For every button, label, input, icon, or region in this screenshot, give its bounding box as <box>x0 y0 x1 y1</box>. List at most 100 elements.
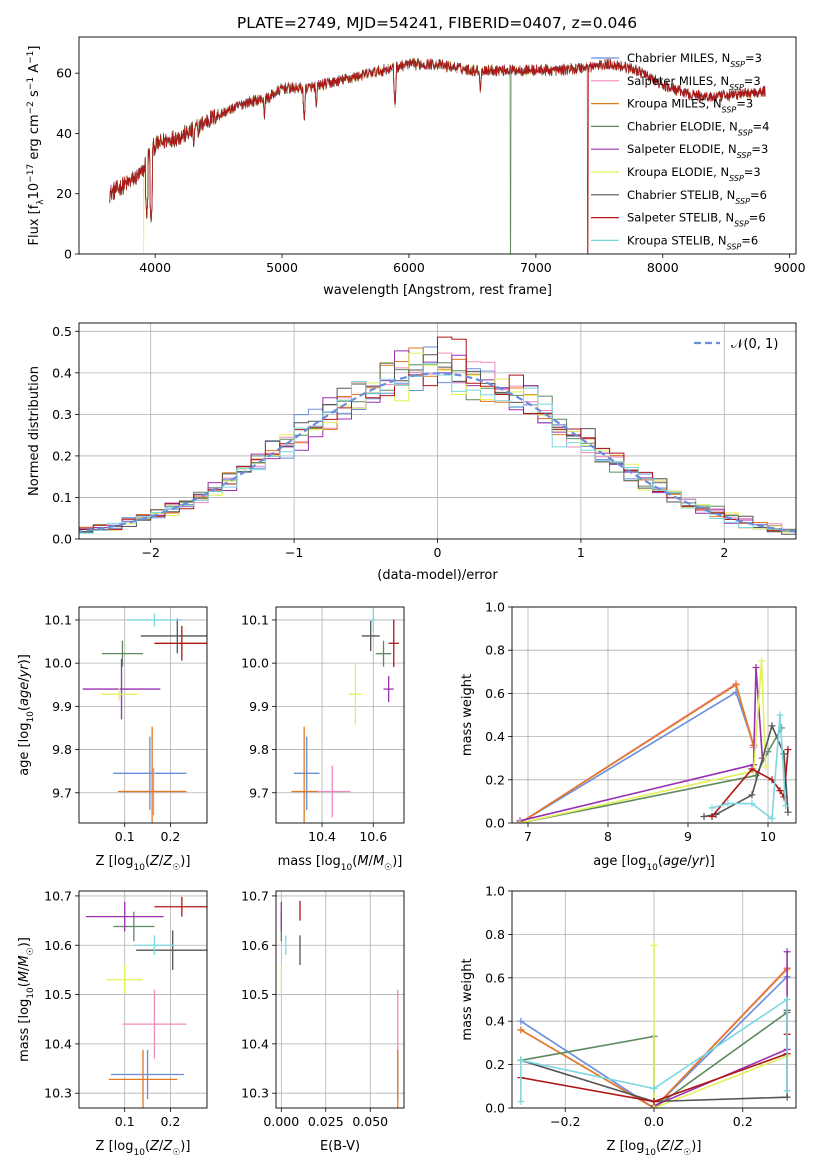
legend-label: Chabrier ELODIE, N <box>627 119 738 133</box>
legend-post: =6 <box>749 211 766 225</box>
weight-line-kroupa-elodie <box>653 945 788 1108</box>
label-part: Z [log <box>96 854 134 869</box>
weight-marker <box>784 746 792 754</box>
label-part: 10 <box>646 863 658 873</box>
y-tick-label: 9.8 <box>249 742 269 757</box>
legend-sub: SSP <box>738 128 753 137</box>
weight-marker <box>748 800 756 808</box>
y-tick-label: 9.7 <box>52 785 72 800</box>
label-part: 10 <box>27 183 42 200</box>
y-tick-label: 0.8 <box>485 643 505 658</box>
errorbar-salpeter-stelib <box>154 896 207 917</box>
plot-area-spectrum <box>109 57 766 254</box>
axes-frame-mass-vs-Z: 0.1 0.210.310.410.510.610.7Z [log10(Z/Z☉)… <box>17 888 208 1158</box>
axes-border <box>78 890 208 1109</box>
legend-label: Salpeter MILES, N <box>627 74 729 88</box>
weight-line-kroupa-elodie <box>519 660 767 823</box>
x-tick-label: 0.1 <box>115 1114 135 1129</box>
label-part: M <box>373 854 384 869</box>
legend-sub: SSP <box>735 196 750 205</box>
weight-marker <box>708 804 716 812</box>
label-part: yr <box>691 854 707 869</box>
axes-frame-spectrum: 4000 5000 6000 7000 8000 9000 0 20 40 60 wavelengt… <box>26 36 806 298</box>
label-part: )] <box>180 854 190 869</box>
weight-marker <box>776 711 784 719</box>
axes-spectrum: 4000 5000 6000 7000 8000 9000 0 20 40 60 wavelengt… <box>26 36 806 298</box>
label-part: −1 <box>26 77 36 90</box>
errorbar-chabrier-stelib <box>361 620 380 652</box>
axes-frame-age-vs-Z: 0.1 0.29.79.89.910.010.1Z [log10(Z/Z☉)]ag… <box>17 606 208 873</box>
y-tick-label: 0.1 <box>52 490 72 505</box>
legend-label: Salpeter STELIB, N <box>627 211 734 225</box>
label-part: Z <box>660 1139 671 1154</box>
label-part: age [log <box>17 723 32 776</box>
label-part: / <box>159 1139 164 1154</box>
errorbar-kroupa-stelib <box>133 935 175 956</box>
axes-frame-residuals: −2 −1 0 1 2 0.0 0.1 0.2 0.3 0.4 0.5 (data-model)/er… <box>27 322 797 583</box>
weight-marker <box>700 813 708 821</box>
y-tick-label: 10.4 <box>44 1036 72 1051</box>
label-part: Z <box>673 1139 684 1154</box>
y-tick-label: 60 <box>56 66 72 81</box>
label-part: mass [log <box>17 999 32 1062</box>
label-part: ( <box>17 706 32 711</box>
errorbar-kroupa-stelib <box>370 609 376 631</box>
axes-border <box>78 606 208 824</box>
y-tick-label: 9.9 <box>249 699 269 714</box>
y-tick-label: 0.2 <box>485 772 505 787</box>
y-axis-label: mass weight <box>460 674 475 756</box>
x-tick-label: 8 <box>604 829 612 844</box>
axes-border <box>78 36 797 255</box>
axes-border <box>511 606 797 824</box>
weight-marker <box>517 1017 525 1025</box>
x-tick-label: 2 <box>720 545 728 560</box>
weight-line-kroupa-stelib <box>711 714 787 821</box>
x-tick-label: −0.2 <box>550 1114 580 1129</box>
axes-age-vs-Z: 0.1 0.29.79.89.910.010.1Z [log10(Z/Z☉)]ag… <box>17 606 208 873</box>
y-axis-label: age [log10(age/yr)] <box>17 654 36 776</box>
plot-area-mass-vs-EBV <box>276 891 404 1108</box>
label-part: ( <box>145 854 150 869</box>
y-tick-label: 10.0 <box>241 656 269 671</box>
x-tick-label: 7000 <box>520 260 552 275</box>
label-part: −17 <box>26 164 36 183</box>
axes-mass-vs-Z: 0.1 0.210.310.410.510.610.7Z [log10(Z/Z☉)… <box>17 888 208 1158</box>
weight-marker <box>762 763 770 771</box>
errorbar-kroupa-elodie <box>106 964 143 995</box>
label-part: / <box>687 854 692 869</box>
label-part: / <box>17 677 32 682</box>
label-part: Z <box>149 1139 160 1154</box>
axes-border <box>78 322 797 540</box>
label-part: / <box>159 854 164 869</box>
label-part: ☉ <box>172 863 180 873</box>
errorbar-kroupa-miles <box>291 726 317 823</box>
weight-marker <box>732 681 740 689</box>
label-part: )] <box>180 1139 190 1154</box>
x-tick-label: 7 <box>524 829 532 844</box>
errorbar-kroupa-stelib <box>127 613 182 627</box>
label-part: )] <box>17 937 32 947</box>
y-tick-label: 10.3 <box>241 1086 269 1101</box>
x-axis-label: Z [log10(Z/Z☉)] <box>96 1139 191 1158</box>
y-tick-label: 10.3 <box>44 1086 72 1101</box>
label-part: )] <box>691 1139 701 1154</box>
weight-line-chabrier-elodie <box>519 727 783 823</box>
y-tick-label: 1.0 <box>485 600 505 615</box>
x-tick-label: 0.000 <box>263 1114 299 1129</box>
weight-marker <box>783 996 791 1003</box>
legend-sub: SSP <box>722 105 737 114</box>
x-axis-label: mass [log10(M/M☉)] <box>278 854 403 873</box>
x-tick-label: 5000 <box>266 260 298 275</box>
weight-marker <box>783 948 791 956</box>
legend-post: =3 <box>751 142 768 156</box>
weight-line-chabrier-miles <box>520 976 788 1108</box>
axes-residuals: −2 −1 0 1 2 0.0 0.1 0.2 0.3 0.4 0.5 (data-model)/er… <box>27 322 797 583</box>
legend-sub: SSP <box>737 151 752 160</box>
y-tick-label: 10.5 <box>44 987 72 1002</box>
errorbar-salpeter-stelib <box>388 619 399 668</box>
label-part: )] <box>392 854 402 869</box>
weight-marker <box>783 1093 791 1101</box>
label-part: mass [log <box>278 854 341 869</box>
axes-mass-vs-EBV: 0.000 0.025 0.050 10.3 10.4 10.5 10.6 10.7 E(B-V… <box>241 888 405 1154</box>
